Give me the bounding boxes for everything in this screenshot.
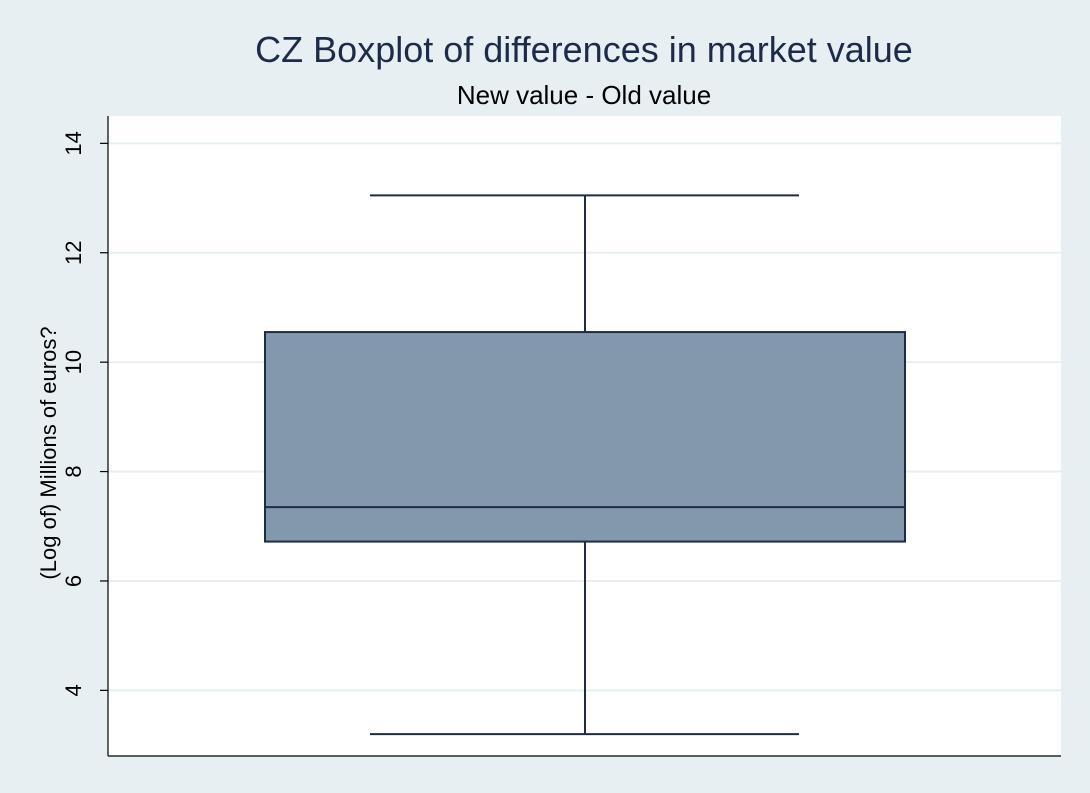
chart-title: CZ Boxplot of differences in market valu… [255,29,913,70]
y-tick-label: 14 [61,131,86,155]
y-tick-label: 6 [61,575,86,587]
y-axis-label: (Log of) Millions of euros? [36,326,61,579]
box-and-whiskers [264,194,906,736]
y-axis: 4 6 8 10 12 14 [61,116,1061,757]
y-tick-label: 10 [61,350,86,374]
interquartile-box [264,331,906,543]
chart-subtitle: New value - Old value [457,80,711,110]
y-tick-label: 8 [61,465,86,477]
y-tick-label: 4 [61,684,86,696]
y-tick-label: 12 [61,241,86,265]
